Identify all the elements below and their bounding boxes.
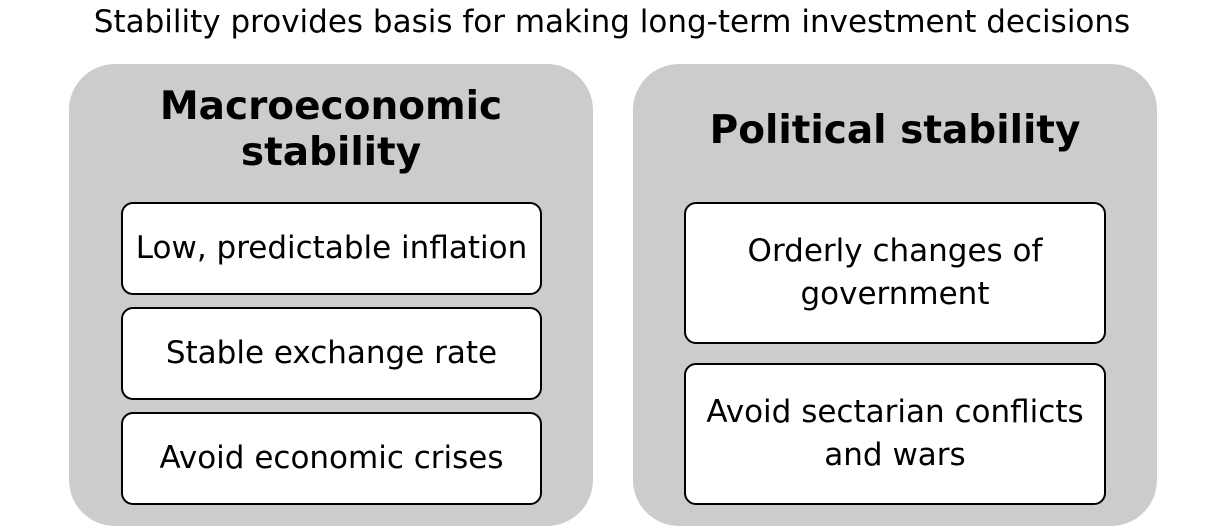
avoid-sectarian-conflicts-box: Avoid sectarian conflicts and wars: [684, 363, 1106, 505]
macroeconomic-stability-panel: Macroeconomic stability Low, predictable…: [69, 64, 593, 526]
avoid-economic-crises-box: Avoid economic crises: [121, 412, 542, 505]
stable-exchange-rate-box: Stable exchange rate: [121, 307, 542, 400]
orderly-government-change-box: Orderly changes of government: [684, 202, 1106, 344]
macroeconomic-stability-heading: Macroeconomic stability: [159, 84, 503, 175]
diagram-title: Stability provides basis for making long…: [93, 4, 1131, 40]
political-stability-heading: Political stability: [709, 108, 1081, 153]
political-stability-panel: Political stability Orderly changes of g…: [633, 64, 1157, 526]
low-inflation-box: Low, predictable inflation: [121, 202, 542, 295]
